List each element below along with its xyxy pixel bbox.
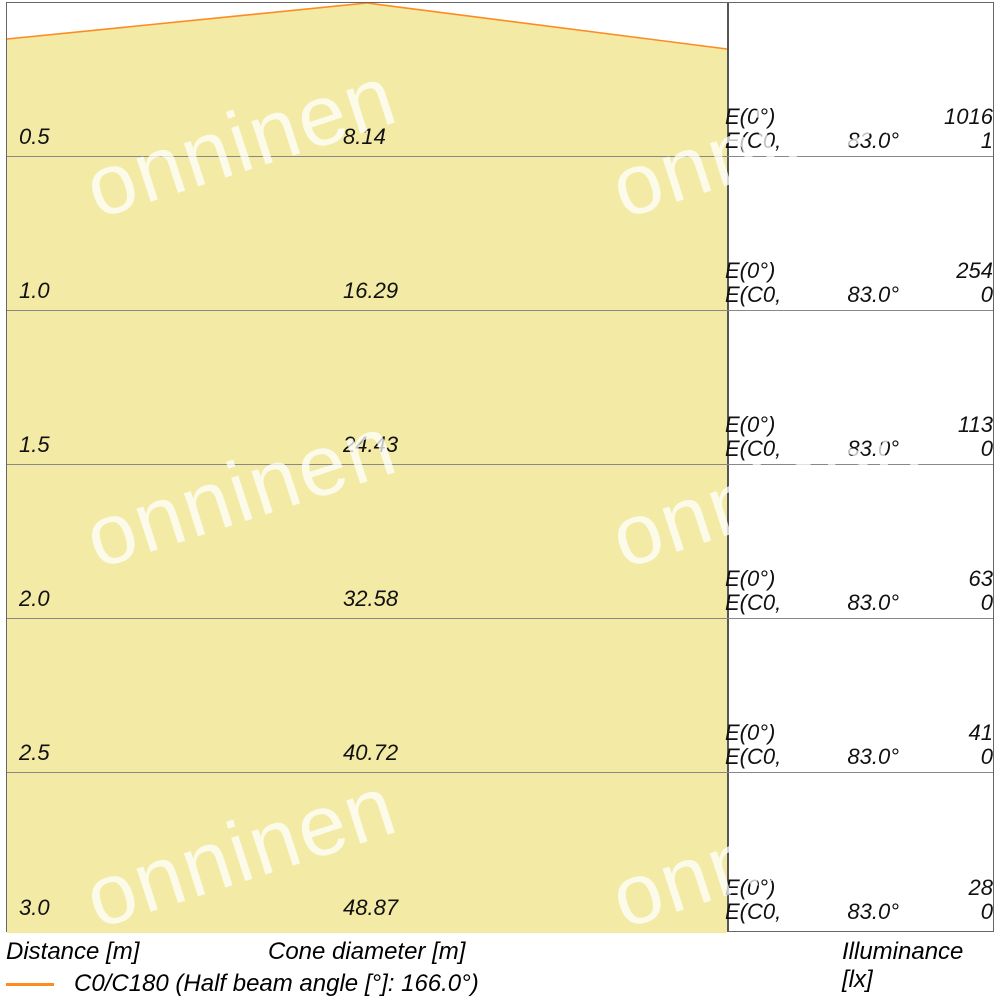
illuminance-block: E(0°) 28 E(C0, 83.0° 0: [725, 875, 993, 923]
table-row: 2.5 40.72 E(0°) 41 E(C0, 83.0° 0: [7, 619, 993, 773]
distance-value: 1.0: [19, 278, 50, 304]
table-row: 1.0 16.29 E(0°) 254 E(C0, 83.0° 0: [7, 157, 993, 311]
illuminance-block: E(0°) 254 E(C0, 83.0° 0: [725, 258, 993, 306]
diameter-value: 8.14: [343, 124, 386, 150]
e0-label: E(0°): [725, 875, 805, 899]
distance-axis-label: Distance [m]: [6, 938, 139, 966]
ec0-angle: 83.0°: [819, 590, 899, 614]
e0-label: E(0°): [725, 258, 805, 282]
light-cone-chart: 0.5 8.14 E(0°) 1016 E(C0, 83.0° 1 1.0 16.29 E(0°)…: [6, 2, 994, 932]
e0-value: 28: [913, 875, 993, 899]
distance-value: 1.5: [19, 432, 50, 458]
e0-label: E(0°): [725, 720, 805, 744]
illuminance-block: E(0°) 41 E(C0, 83.0° 0: [725, 720, 993, 768]
illuminance-block: E(0°) 113 E(C0, 83.0° 0: [725, 412, 993, 460]
ec0-label: E(C0,: [725, 128, 805, 152]
diameter-value: 16.29: [343, 278, 398, 304]
distance-value: 2.0: [19, 586, 50, 612]
e0-label: E(0°): [725, 412, 805, 436]
ec0-value: 0: [913, 590, 993, 614]
ec0-value: 0: [913, 744, 993, 768]
ec0-angle: 83.0°: [819, 436, 899, 460]
diameter-value: 40.72: [343, 740, 398, 766]
illuminance-axis-label: Illuminance [lx]: [842, 938, 994, 994]
ec0-angle: 83.0°: [819, 744, 899, 768]
ec0-label: E(C0,: [725, 590, 805, 614]
ec0-value: 0: [913, 436, 993, 460]
table-row: 3.0 48.87 E(0°) 28 E(C0, 83.0° 0: [7, 773, 993, 927]
diameter-axis-label: Cone diameter [m]: [268, 938, 465, 966]
table-row: 2.0 32.58 E(0°) 63 E(C0, 83.0° 0: [7, 465, 993, 619]
e0-label: E(0°): [725, 104, 805, 128]
ec0-label: E(C0,: [725, 899, 805, 923]
e0-value: 1016: [913, 104, 993, 128]
ec0-label: E(C0,: [725, 436, 805, 460]
table-row: 0.5 8.14 E(0°) 1016 E(C0, 83.0° 1: [7, 3, 993, 157]
ec0-value: 1: [913, 128, 993, 152]
legend-text: C0/C180 (Half beam angle [°]: 166.0°): [74, 970, 479, 998]
e0-value: 113: [913, 412, 993, 436]
table-row: 1.5 24.43 E(0°) 113 E(C0, 83.0° 0: [7, 311, 993, 465]
legend: C0/C180 (Half beam angle [°]: 166.0°): [6, 970, 479, 998]
e0-value: 254: [913, 258, 993, 282]
ec0-label: E(C0,: [725, 744, 805, 768]
distance-value: 3.0: [19, 895, 50, 921]
ec0-label: E(C0,: [725, 282, 805, 306]
illuminance-block: E(0°) 63 E(C0, 83.0° 0: [725, 566, 993, 614]
e0-label: E(0°): [725, 566, 805, 590]
diameter-value: 32.58: [343, 586, 398, 612]
ec0-angle: 83.0°: [819, 282, 899, 306]
ec0-value: 0: [913, 899, 993, 923]
e0-value: 63: [913, 566, 993, 590]
distance-value: 0.5: [19, 124, 50, 150]
ec0-angle: 83.0°: [819, 128, 899, 152]
ec0-angle: 83.0°: [819, 899, 899, 923]
distance-value: 2.5: [19, 740, 50, 766]
illuminance-block: E(0°) 1016 E(C0, 83.0° 1: [725, 104, 993, 152]
e0-value: 41: [913, 720, 993, 744]
diameter-value: 24.43: [343, 432, 398, 458]
legend-swatch: [6, 983, 54, 986]
diameter-value: 48.87: [343, 895, 398, 921]
ec0-value: 0: [913, 282, 993, 306]
